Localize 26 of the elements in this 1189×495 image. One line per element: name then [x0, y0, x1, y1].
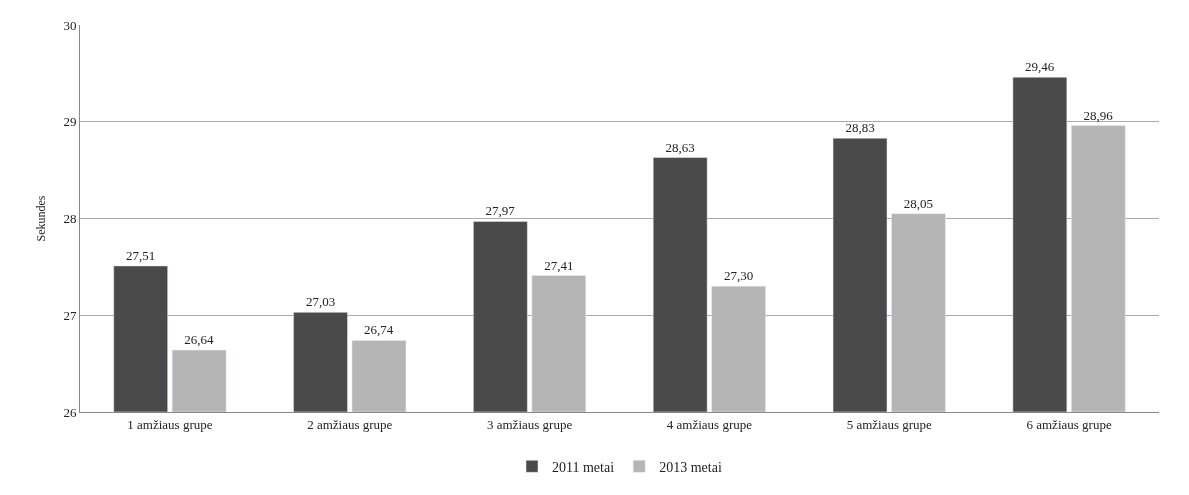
data-label: 27,41 — [544, 257, 574, 273]
data-label: 27,51 — [126, 247, 156, 263]
legend-label: 2013 metai — [659, 459, 722, 475]
x-tick-label: 6 amžiaus grupe — [1026, 416, 1112, 432]
data-label: 26,74 — [364, 322, 394, 338]
y-tick-label: 28 — [63, 211, 77, 227]
y-tick-label: 29 — [63, 114, 77, 130]
y-axis-title: Sekundes — [33, 195, 48, 242]
x-tick-label: 5 amžiaus grupe — [846, 416, 933, 432]
data-label: 27,03 — [305, 294, 336, 310]
data-label: 29,46 — [1024, 59, 1055, 75]
data-label: 28,63 — [665, 139, 695, 155]
data-label: 27,97 — [485, 203, 516, 219]
data-label: 28,83 — [845, 120, 875, 136]
legend-label: 2011 metai — [552, 459, 615, 475]
data-label: 28,96 — [1083, 107, 1114, 123]
x-tick-label: 4 amžiaus grupe — [666, 416, 753, 432]
y-tick-label: 27 — [63, 307, 77, 323]
x-tick-label: 2 amžiaus grupe — [307, 416, 393, 432]
x-tick-label: 1 amžiaus grupe — [127, 416, 213, 432]
x-tick-label: 3 amžiaus grupe — [486, 416, 573, 432]
data-label: 28,05 — [903, 195, 934, 211]
y-tick-label: 30 — [63, 17, 77, 33]
data-label: 26,64 — [184, 332, 215, 348]
y-tick-label: 26 — [63, 404, 77, 420]
data-label: 27,30 — [724, 268, 754, 284]
